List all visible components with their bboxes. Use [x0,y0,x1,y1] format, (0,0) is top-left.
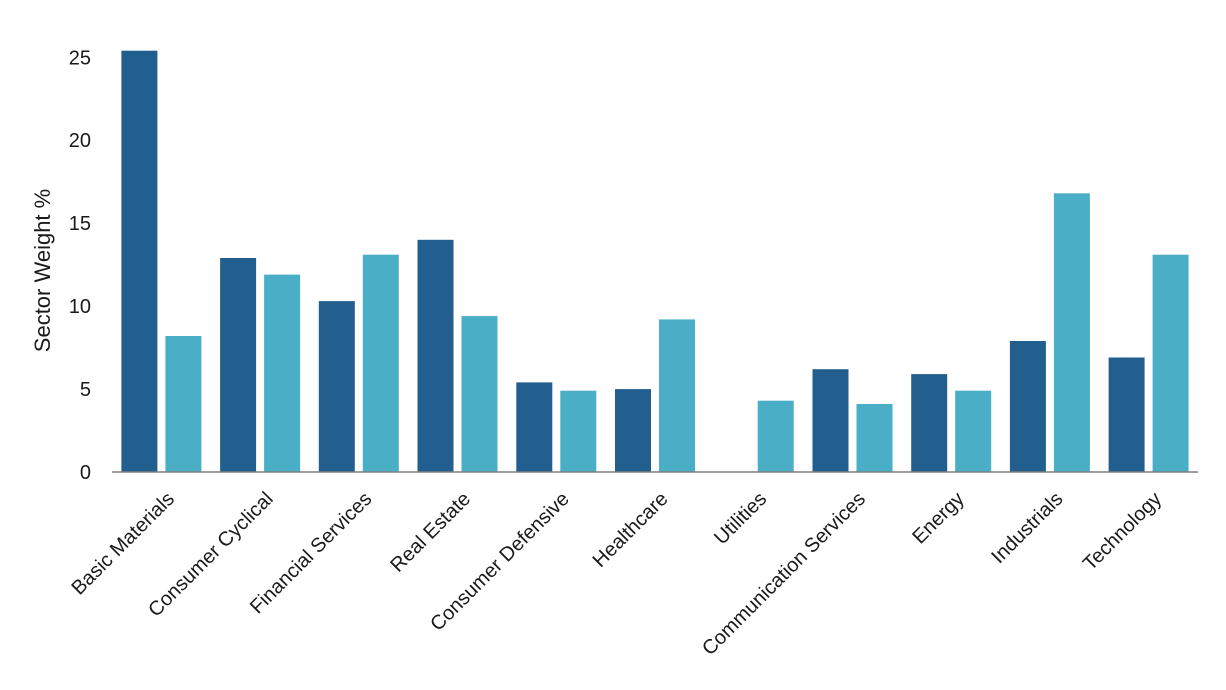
x-category-label: Industrials [987,488,1067,568]
x-category-label: Communication Services [698,488,870,660]
bar-2-real-estate [461,316,498,472]
bar-1-real-estate [417,239,454,472]
x-category-label: Basic Materials [67,488,178,599]
bar-1-energy [911,374,948,472]
bar-1-healthcare [615,389,651,472]
bar-2-consumer-cyclical [264,274,301,472]
x-category-label: Real Estate [386,488,475,577]
bar-2-healthcare [659,319,695,472]
y-axis-title: Sector Weight % [30,189,55,352]
y-tick-labels: 0 5 10 15 20 25 [69,47,91,484]
bar-2-communication-services [856,404,893,472]
y-tick-label: 15 [69,213,91,235]
bar-1-technology [1108,357,1145,472]
y-tick-label: 25 [69,47,91,69]
bar-2-energy [955,390,992,472]
y-tick-label: 0 [80,462,91,484]
y-tick-label: 20 [69,130,91,152]
bar-2-industrials [1053,193,1090,473]
bar-1-communication-services [812,369,849,472]
bars-group [121,50,1189,473]
bar-1-financial-services [318,301,355,472]
y-tick-label: 5 [80,379,91,401]
bar-2-financial-services [362,254,399,472]
bar-1-consumer-cyclical [220,258,257,472]
bar-2-utilities [757,400,794,472]
x-category-label: Healthcare [589,488,673,572]
bar-1-basic-materials [121,50,158,472]
bar-2-technology [1152,254,1189,472]
x-category-label: Utilities [710,488,771,549]
bar-1-industrials [1009,341,1046,472]
y-tick-label: 10 [69,296,91,318]
bar-2-consumer-defensive [560,390,597,472]
x-category-label: Technology [1079,488,1166,575]
x-category-label: Energy [908,488,968,548]
bar-2-basic-materials [165,336,202,472]
bar-1-consumer-defensive [516,382,553,472]
